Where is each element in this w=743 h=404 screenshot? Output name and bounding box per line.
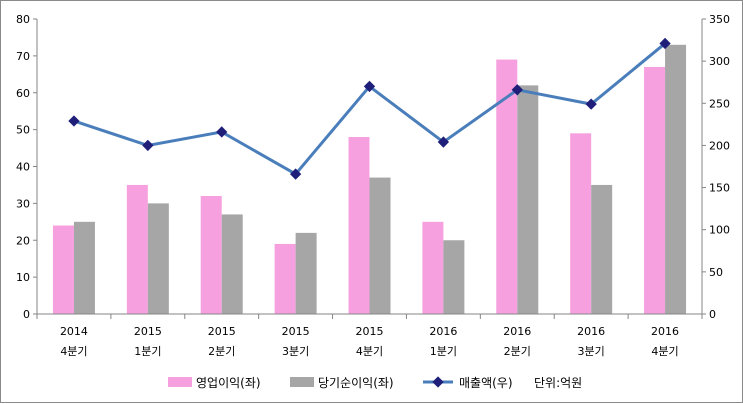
category-labels: 2014 4분기 2015 1분기 2015 2분기 2015 3분기 2015 4분기 2016 1… [60, 325, 679, 358]
revenue-point [437, 136, 450, 148]
left-tick-label: 40 [16, 161, 30, 174]
operating-profit-bar [200, 196, 222, 314]
operating-profit-bar [274, 243, 296, 314]
legend-swatch-net-income [290, 377, 314, 387]
net-income-bar [73, 221, 95, 314]
left-axis-ticks: 0 10 20 30 40 50 60 70 80 [16, 13, 37, 321]
legend-marker-revenue [432, 376, 444, 388]
category-year-label: 2015 [134, 325, 162, 338]
right-tick-label: 350 [709, 13, 730, 26]
net-income-bar [221, 214, 243, 314]
revenue-point [68, 115, 80, 127]
net-income-bar [665, 44, 687, 314]
left-tick-label: 80 [16, 13, 30, 26]
legend-label-net-income: 당기순이익(좌) [318, 376, 394, 390]
category-quarter-label: 3분기 [578, 345, 605, 358]
revenue-point [142, 139, 154, 152]
net-income-bar [369, 177, 391, 314]
category-quarter-label: 4분기 [356, 345, 383, 358]
unit-note: 단위:억원 [534, 376, 582, 390]
left-tick-label: 50 [16, 124, 30, 137]
category-year-label: 2016 [503, 325, 531, 338]
legend-label-operating-profit: 영업이익(좌) [196, 376, 261, 390]
category-year-label: 2016 [577, 325, 605, 338]
operating-profit-bar [422, 221, 444, 314]
left-tick-label: 20 [16, 234, 30, 247]
net-income-bar [443, 240, 465, 314]
category-year-label: 2016 [651, 325, 679, 338]
left-tick-label: 70 [16, 50, 30, 63]
category-quarter-label: 3분기 [282, 345, 309, 358]
net-income-bar [591, 184, 613, 314]
net-income-bar [517, 85, 539, 314]
operating-profit-bar [348, 137, 370, 314]
bar-series [52, 44, 687, 314]
category-year-label: 2015 [208, 325, 236, 338]
operating-profit-bar [570, 133, 592, 314]
category-year-label: 2014 [60, 325, 88, 338]
net-income-bar [147, 203, 169, 314]
category-year-label: 2015 [356, 325, 384, 338]
right-tick-label: 300 [709, 55, 730, 68]
left-tick-label: 30 [16, 197, 30, 210]
category-year-label: 2016 [429, 325, 457, 338]
category-quarter-label: 2분기 [504, 345, 531, 358]
operating-profit-bar [126, 184, 148, 314]
category-quarter-label: 4분기 [60, 345, 87, 358]
legend-swatch-operating-profit [168, 377, 192, 387]
right-tick-label: 0 [709, 308, 716, 321]
category-quarter-label: 1분기 [430, 345, 457, 358]
left-tick-label: 10 [16, 271, 30, 284]
left-tick-label: 60 [16, 87, 30, 100]
left-tick-label: 0 [23, 308, 30, 321]
revenue-point [659, 37, 671, 50]
right-axis-ticks: 0 50 100 150 200 250 300 350 [702, 13, 730, 321]
right-tick-label: 150 [709, 182, 730, 195]
operating-profit-bar [496, 59, 518, 314]
right-tick-label: 100 [709, 224, 730, 237]
operating-profit-bar [52, 225, 74, 314]
category-quarter-label: 4분기 [651, 345, 678, 358]
category-quarter-label: 2분기 [208, 345, 235, 358]
right-tick-label: 250 [709, 97, 730, 110]
line-series [68, 37, 671, 180]
category-quarter-label: 1분기 [134, 345, 161, 358]
axes [36, 19, 703, 319]
legend-label-revenue: 매출액(우) [459, 376, 513, 390]
right-tick-label: 50 [709, 266, 723, 279]
category-year-label: 2015 [282, 325, 310, 338]
legend: 영업이익(좌) 당기순이익(좌) 매출액(우) 단위:억원 [168, 376, 582, 390]
right-tick-label: 200 [709, 139, 730, 152]
operating-profit-bar [644, 66, 666, 314]
revenue-point [289, 168, 302, 180]
net-income-bar [295, 232, 317, 314]
